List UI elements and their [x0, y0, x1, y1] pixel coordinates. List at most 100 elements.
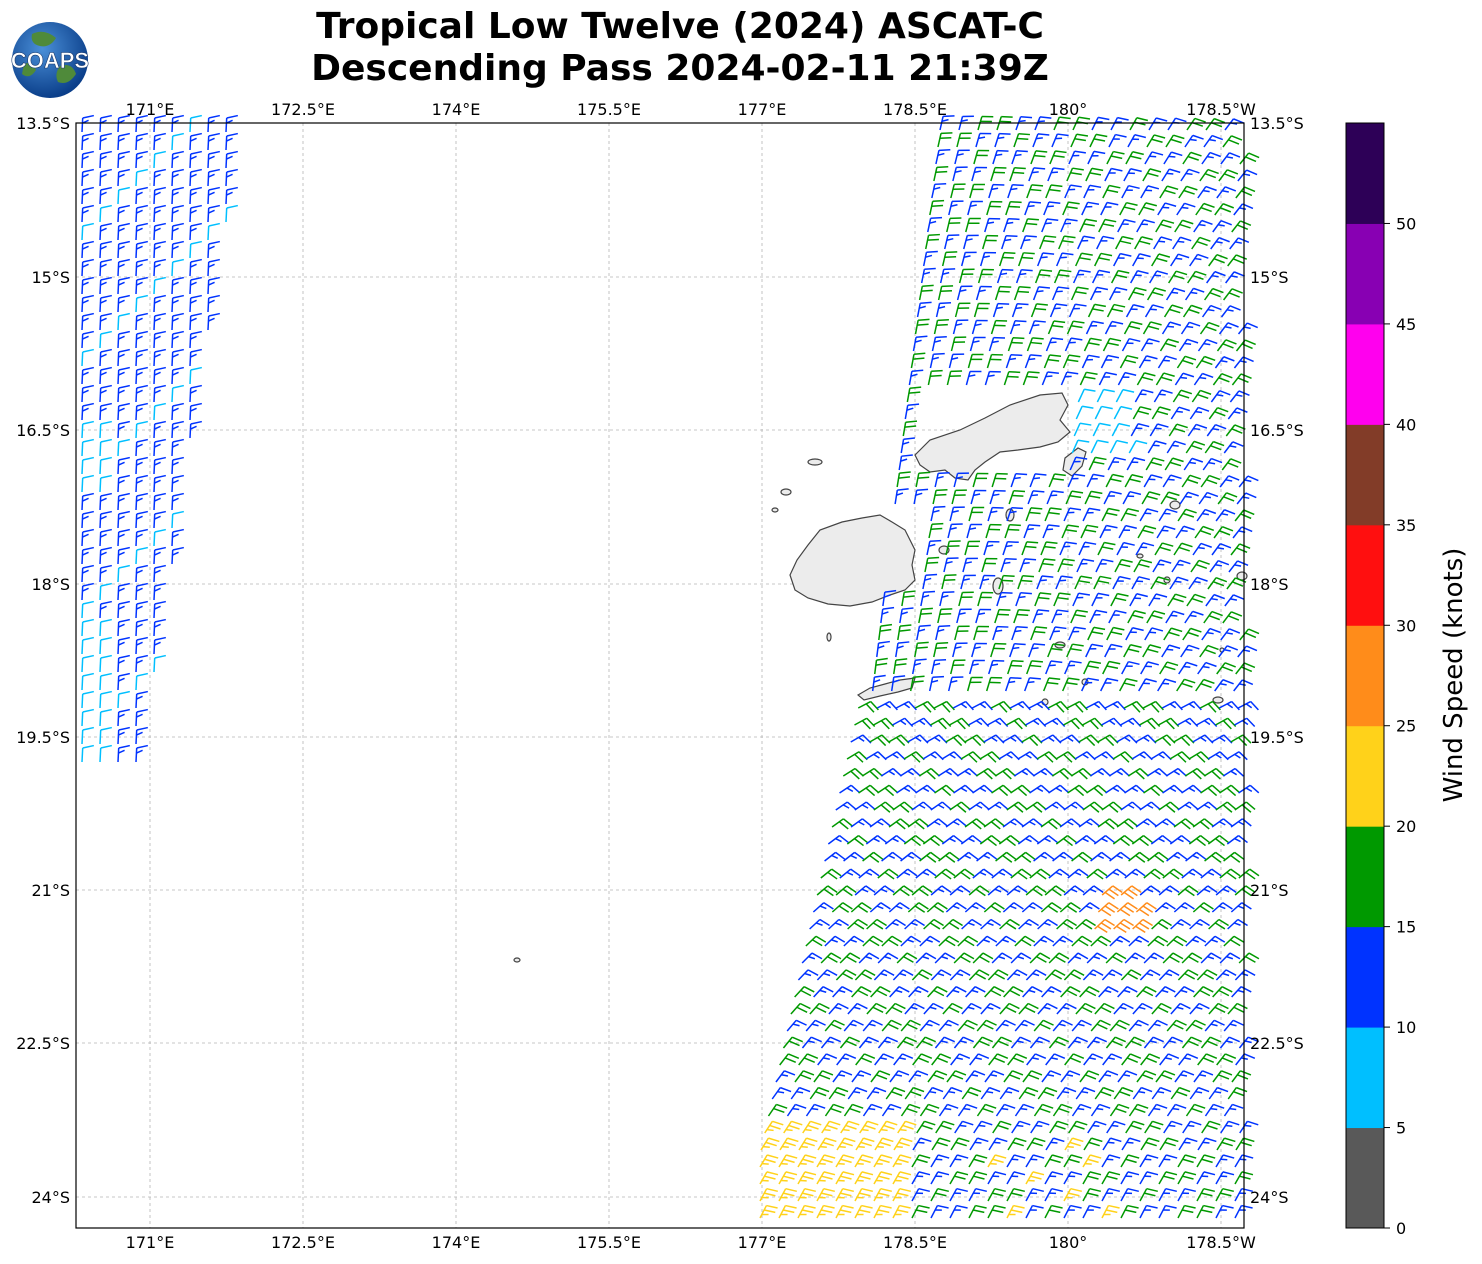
wind-barb [135, 402, 148, 421]
wind-barb [81, 240, 94, 259]
wind-barb [135, 276, 148, 295]
small-islands [513, 458, 1248, 963]
wind-barb [117, 132, 130, 151]
wind-barb [99, 258, 112, 277]
wind-barb [81, 294, 94, 313]
wind-barb [135, 312, 148, 331]
wind-barb [189, 330, 202, 349]
wind-barb [117, 186, 130, 205]
wind-barb [135, 492, 148, 511]
wind-barb [153, 294, 166, 313]
wind-barb [171, 222, 184, 241]
wind-barb [135, 420, 148, 439]
wind-barb [117, 240, 130, 259]
wind-barb [117, 366, 130, 385]
wind-barb [81, 204, 94, 223]
wind-barb [135, 222, 148, 241]
wind-barb [153, 150, 166, 169]
wind-barb [189, 150, 202, 169]
wind-barb [225, 150, 238, 169]
wind-barb [135, 528, 148, 547]
wind-barb [171, 294, 184, 313]
wind-barb [171, 312, 184, 331]
wind-barb [99, 384, 112, 403]
colorbar-bin [1346, 223, 1384, 325]
wind-barb [81, 528, 94, 547]
wind-barb [81, 258, 94, 277]
wind-barb [99, 240, 112, 259]
wind-barb [99, 366, 112, 385]
wind-barb [189, 312, 202, 331]
wind-barb [81, 168, 94, 187]
wind-barb [81, 150, 94, 169]
island-viti-levu [789, 514, 916, 607]
wind-barb [171, 330, 184, 349]
wind-barb [99, 294, 112, 313]
wind-barb [153, 420, 166, 439]
wind-barb [153, 276, 166, 295]
wind-barb [207, 240, 220, 259]
colorbar-tick-label: 30 [1396, 616, 1416, 635]
wind-barb [207, 168, 220, 187]
wind-barb [99, 204, 112, 223]
wind-barb [99, 132, 112, 151]
wind-barb [171, 240, 184, 259]
wind-barb [189, 384, 202, 403]
wind-barb [99, 312, 112, 331]
wind-barb [135, 510, 148, 529]
wind-barb [153, 546, 166, 565]
wind-barb [99, 420, 112, 439]
colorbar-bin [1346, 625, 1384, 727]
wind-barb [171, 384, 184, 403]
colorbar-tick-label: 0 [1396, 1219, 1406, 1238]
wind-barb [117, 510, 130, 529]
wind-barb [117, 474, 130, 493]
wind-barb [135, 168, 148, 187]
wind-barb [117, 222, 130, 241]
wind-barb [207, 222, 220, 241]
wind-barb [225, 132, 238, 151]
wind-barb [117, 294, 130, 313]
wind-barb [207, 312, 220, 331]
wind-barb [117, 528, 130, 547]
wind-barb [99, 348, 112, 367]
colorbar-bin [1346, 424, 1384, 526]
colorbar-bin [1346, 1027, 1384, 1129]
colorbar-tick-label: 5 [1396, 1119, 1406, 1138]
island-vanua-levu [914, 392, 1071, 481]
wind-barbs [81, 114, 1260, 1219]
wind-barb [189, 402, 202, 421]
wind-barb [171, 438, 184, 457]
wind-barb [171, 348, 184, 367]
wind-barb [99, 510, 112, 529]
wind-barb [99, 150, 112, 169]
wind-barb [207, 204, 220, 223]
wind-barb [135, 132, 148, 151]
wind-barb [225, 168, 238, 187]
wind-barb [153, 204, 166, 223]
wind-barb [81, 438, 94, 457]
wind-barb [81, 384, 94, 403]
wind-barb [153, 312, 166, 331]
wind-barb [117, 546, 130, 565]
wind-barb [99, 186, 112, 205]
wind-barb [135, 366, 148, 385]
colorbar-bin [1346, 524, 1384, 626]
wind-barb [117, 258, 130, 277]
wind-barb [171, 510, 184, 529]
wind-barb [81, 366, 94, 385]
colorbar-tick-label: 35 [1396, 516, 1416, 535]
wind-barb [99, 168, 112, 187]
wind-barb [189, 222, 202, 241]
wind-barb [153, 132, 166, 151]
wind-barb [99, 222, 112, 241]
wind-barb [153, 456, 166, 475]
wind-barb [135, 330, 148, 349]
wind-barb [171, 420, 184, 439]
wind-barb [189, 132, 202, 151]
wind-barb [153, 348, 166, 367]
wind-barb [207, 186, 220, 205]
wind-barb [81, 420, 94, 439]
wind-barb [171, 456, 184, 475]
wind-barb [171, 276, 184, 295]
